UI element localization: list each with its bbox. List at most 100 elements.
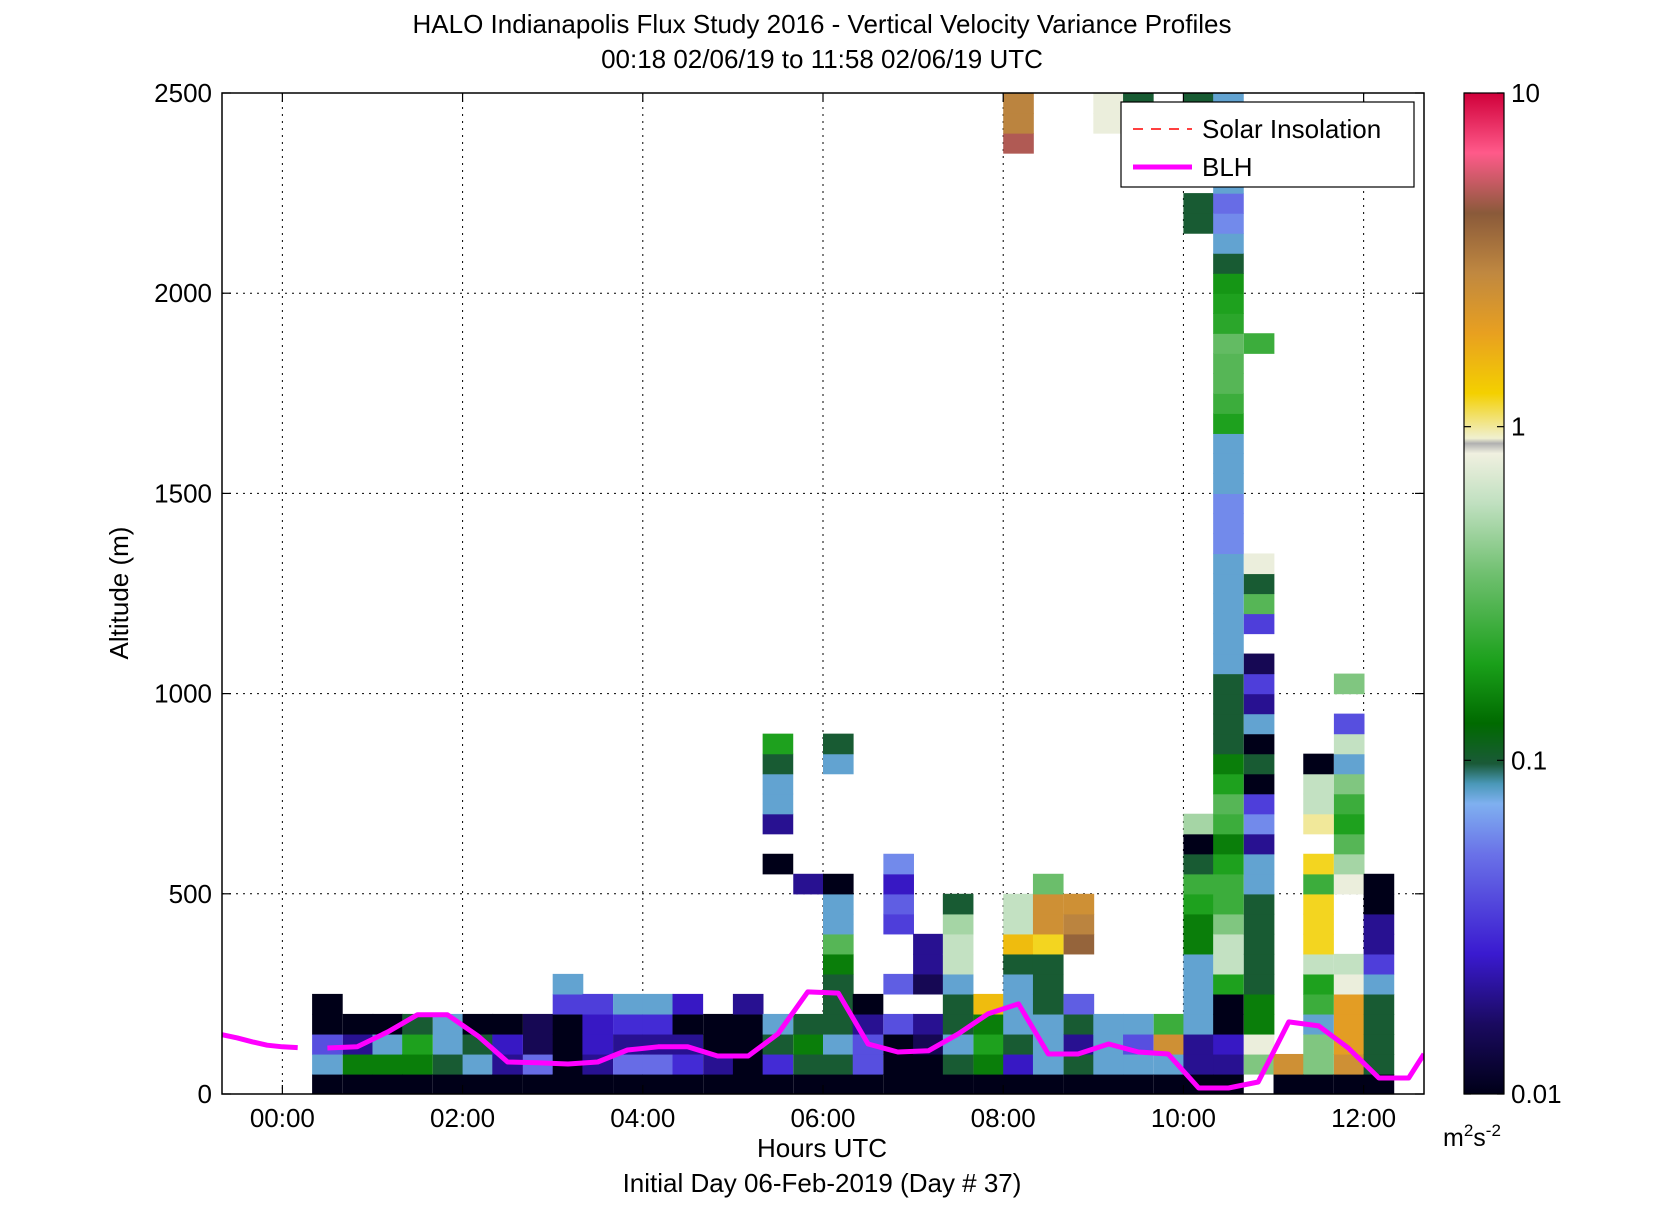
heatmap-cell bbox=[942, 913, 974, 935]
heatmap-cell bbox=[1213, 413, 1244, 434]
heatmap-cell bbox=[1183, 813, 1215, 835]
heatmap-cell bbox=[522, 1073, 554, 1094]
heatmap-cell bbox=[1243, 573, 1275, 595]
heatmap-cell bbox=[942, 893, 974, 915]
heatmap-cell bbox=[1093, 93, 1124, 114]
heatmap-cell bbox=[402, 1073, 433, 1094]
x-tick-label: 08:00 bbox=[971, 1103, 1036, 1133]
heatmap-cell bbox=[1093, 1053, 1124, 1075]
heatmap-cell bbox=[1213, 613, 1244, 635]
heatmap-cell bbox=[582, 993, 614, 1015]
heatmap-cell bbox=[1213, 513, 1244, 535]
heatmap-cell bbox=[1333, 953, 1365, 975]
heatmap-cell bbox=[1243, 733, 1275, 755]
heatmap-cell bbox=[1213, 693, 1244, 715]
colorbar-unit: m2s-2 bbox=[1443, 1121, 1501, 1152]
heatmap-cell bbox=[1243, 793, 1275, 815]
heatmap-cell bbox=[672, 993, 704, 1015]
heatmap-cell bbox=[1003, 1053, 1034, 1075]
heatmap-cell bbox=[1333, 733, 1365, 755]
heatmap-cell bbox=[642, 1033, 674, 1055]
heatmap-cell bbox=[1213, 213, 1244, 234]
heatmap-cell bbox=[942, 1053, 974, 1075]
x-axis-label-secondary: Initial Day 06-Feb-2019 (Day # 37) bbox=[623, 1168, 1022, 1198]
colorbar-gradient bbox=[1463, 92, 1505, 1095]
heatmap-cell bbox=[1213, 233, 1244, 254]
x-axis-label: Hours UTC bbox=[757, 1133, 887, 1163]
heatmap-cell bbox=[342, 1053, 374, 1075]
heatmap-cell bbox=[883, 893, 914, 915]
heatmap-cell bbox=[1243, 653, 1275, 675]
heatmap-cell bbox=[1183, 933, 1215, 955]
heatmap-cell bbox=[462, 1073, 494, 1094]
heatmap-cell bbox=[312, 1013, 343, 1035]
x-tick-label: 06:00 bbox=[790, 1103, 855, 1133]
heatmap-cell bbox=[732, 1033, 764, 1055]
heatmap-cell bbox=[552, 993, 584, 1015]
heatmap-cell bbox=[1333, 1033, 1365, 1055]
heatmap-cell bbox=[1183, 913, 1215, 935]
heatmap-cell bbox=[312, 1073, 343, 1094]
heatmap-cell bbox=[312, 1033, 343, 1055]
heatmap-cell bbox=[732, 993, 764, 1015]
heatmap-cell bbox=[613, 1053, 644, 1075]
colorbar: 10 1 0.1 0.01 m2s-2 bbox=[1443, 78, 1562, 1152]
heatmap-cell bbox=[913, 973, 944, 995]
heatmap-cell bbox=[1032, 1053, 1064, 1075]
colorbar-tick-label: 1 bbox=[1511, 412, 1525, 442]
blh-line-0 bbox=[222, 1032, 298, 1051]
heatmap-cell bbox=[1003, 1033, 1034, 1055]
heatmap-cell bbox=[883, 1013, 914, 1035]
heatmap-cell bbox=[613, 993, 644, 1015]
heatmap-cell bbox=[462, 1053, 494, 1075]
heatmap-cell bbox=[973, 1013, 1005, 1035]
heatmap-cell bbox=[1063, 1073, 1095, 1094]
heatmap-cell bbox=[823, 1013, 854, 1035]
heatmap-cell bbox=[883, 1053, 914, 1075]
heatmap-cell bbox=[793, 873, 824, 895]
heatmap-cell bbox=[1213, 373, 1244, 394]
heatmap-cell bbox=[973, 1033, 1005, 1055]
heatmap-cell bbox=[1213, 333, 1244, 354]
heatmap-cell bbox=[432, 1073, 464, 1094]
heatmap-cell bbox=[1213, 433, 1244, 454]
heatmap-cell bbox=[1213, 193, 1244, 214]
heatmap-cell bbox=[1303, 913, 1334, 935]
heatmap-cell bbox=[1183, 1013, 1215, 1035]
heatmap-cell bbox=[1093, 1013, 1124, 1035]
heatmap-cell bbox=[1303, 933, 1334, 955]
colorbar-ticks: 10 1 0.1 0.01 bbox=[1464, 78, 1562, 1109]
legend-solar-label: Solar Insolation bbox=[1202, 114, 1381, 144]
heatmap-cell bbox=[552, 1033, 584, 1055]
heatmap-cell bbox=[1243, 693, 1275, 715]
heatmap-cell bbox=[852, 1053, 884, 1075]
heatmap-cell bbox=[883, 1073, 914, 1094]
heatmap-cell bbox=[1333, 993, 1365, 1015]
heatmap-cell bbox=[883, 873, 914, 895]
heatmap-cell bbox=[823, 893, 854, 915]
legend: Solar Insolation BLH bbox=[1120, 101, 1415, 188]
heatmap-cell bbox=[1213, 793, 1244, 815]
heatmap-cell bbox=[1213, 473, 1244, 494]
heatmap-cell bbox=[793, 1033, 824, 1055]
heatmap-cell bbox=[1303, 973, 1334, 995]
heatmap-cell bbox=[1003, 893, 1034, 915]
heatmap-cell bbox=[1153, 1073, 1185, 1094]
heatmap-cell bbox=[762, 793, 794, 815]
heatmap-cell bbox=[402, 1033, 433, 1055]
heatmap-cell bbox=[1213, 573, 1244, 595]
heatmap-cell bbox=[342, 1073, 374, 1094]
heatmap-cell bbox=[1243, 913, 1275, 935]
heatmap-cell bbox=[1303, 953, 1334, 975]
heatmap-cell bbox=[1363, 893, 1395, 915]
heatmap-cell bbox=[402, 1053, 433, 1075]
heatmap-cell bbox=[1363, 913, 1395, 935]
heatmap-cell bbox=[1303, 793, 1334, 815]
heatmap-cell bbox=[552, 1073, 584, 1094]
heatmap-cell bbox=[432, 1033, 464, 1055]
heatmap-cell bbox=[1213, 773, 1244, 795]
heatmap-cell bbox=[372, 1053, 404, 1075]
heatmap-cell bbox=[883, 853, 914, 875]
heatmap-cell bbox=[1213, 753, 1244, 775]
heatmap-cell bbox=[1243, 1033, 1275, 1055]
